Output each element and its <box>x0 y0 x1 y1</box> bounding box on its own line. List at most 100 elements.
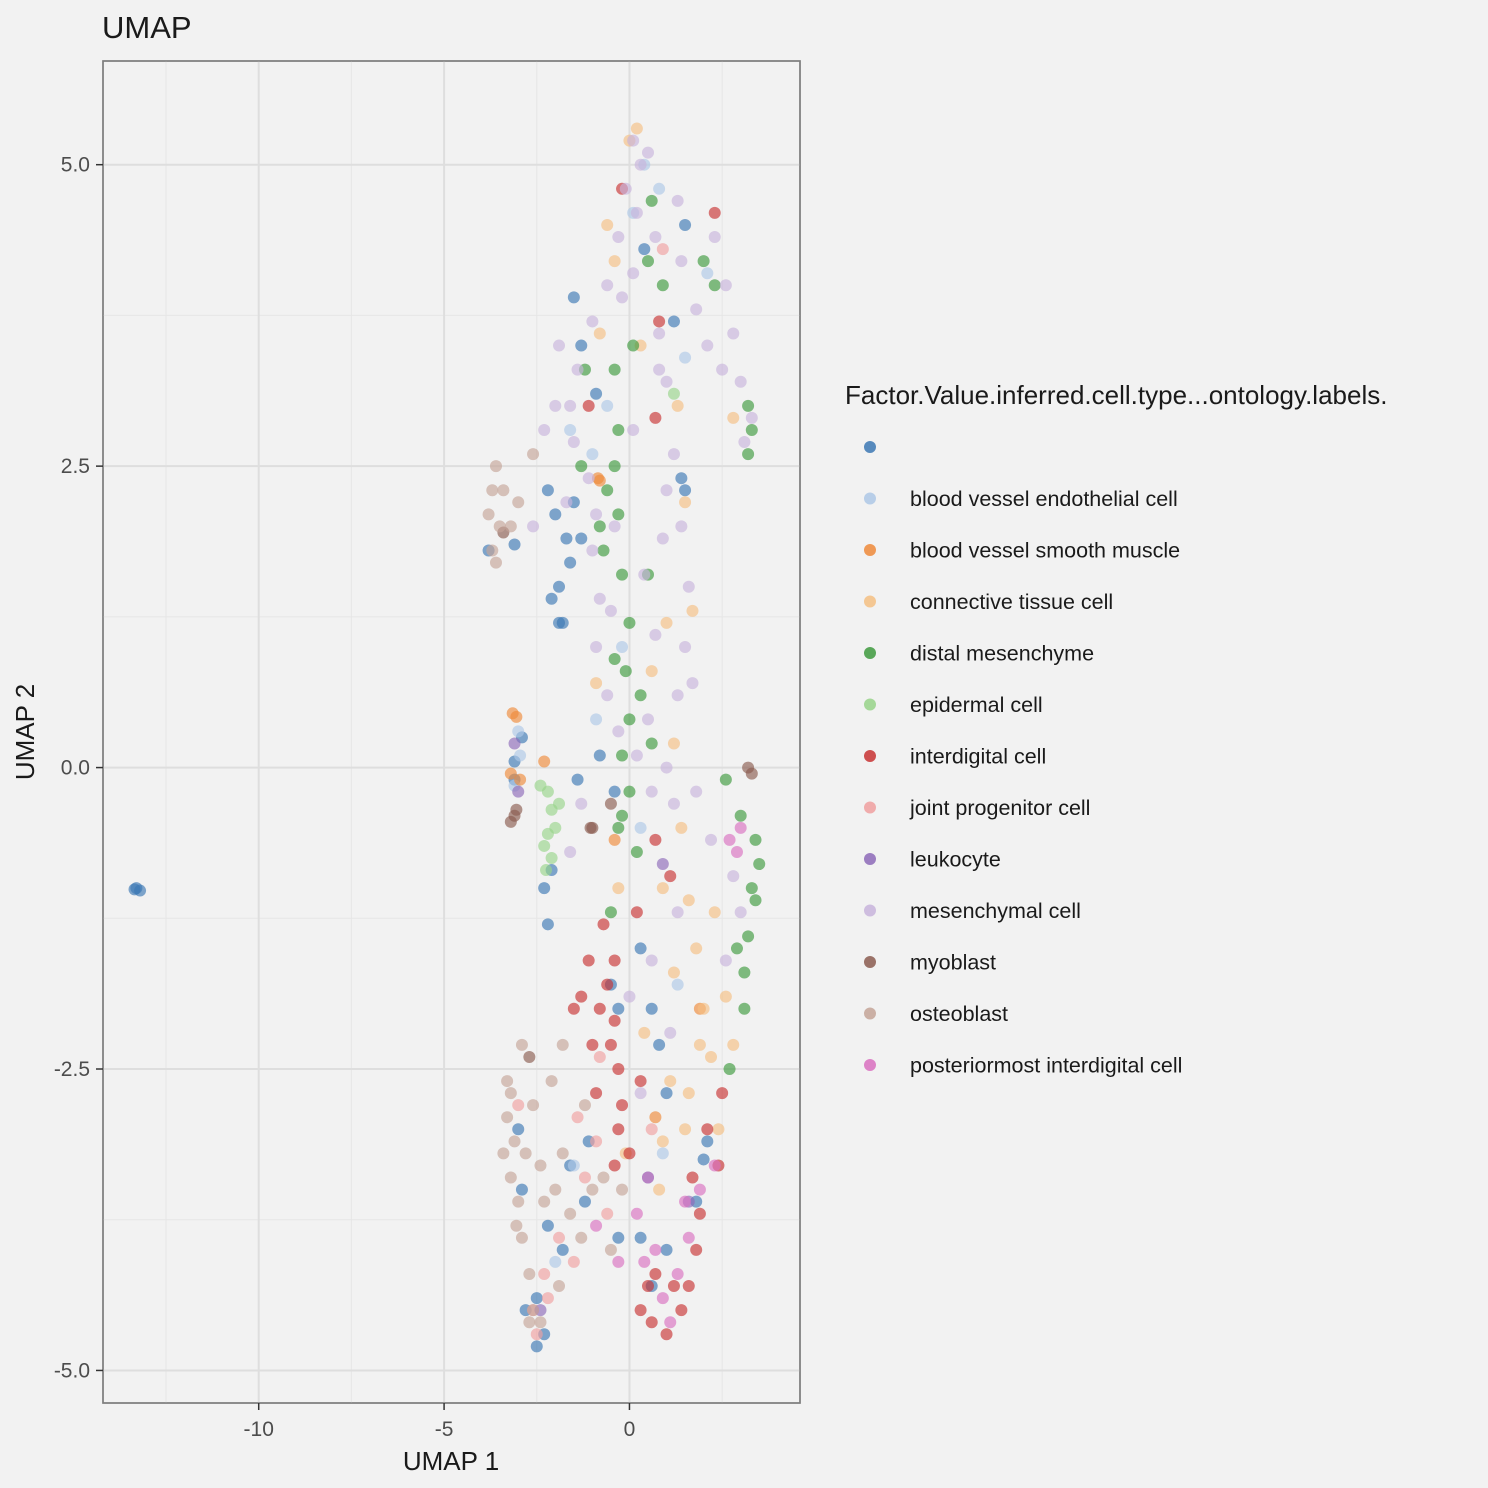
data-point <box>675 255 688 268</box>
data-point <box>545 852 558 865</box>
data-point <box>616 1183 629 1196</box>
data-point <box>653 1038 666 1051</box>
data-point <box>701 267 714 280</box>
data-point <box>667 448 680 461</box>
data-point <box>597 918 610 931</box>
data-point <box>656 858 669 871</box>
data-point <box>538 839 551 852</box>
data-point <box>645 737 658 750</box>
data-point <box>571 1111 584 1124</box>
data-point <box>627 267 640 280</box>
data-point <box>567 436 580 449</box>
legend-label: mesenchymal cell <box>910 899 1081 923</box>
data-point <box>582 399 595 412</box>
data-point <box>649 1267 662 1280</box>
data-point <box>553 1231 566 1244</box>
series-12 <box>590 821 747 1329</box>
data-point <box>512 1123 525 1136</box>
data-point <box>649 833 662 846</box>
data-point <box>571 363 584 376</box>
data-point <box>530 1292 543 1305</box>
data-point <box>612 1123 625 1136</box>
data-point <box>486 484 499 497</box>
data-point <box>671 399 684 412</box>
data-point <box>675 472 688 485</box>
data-point <box>538 882 551 895</box>
data-point <box>727 870 740 883</box>
grid-minor-lines <box>103 61 800 1403</box>
data-point <box>708 906 721 919</box>
data-point <box>730 942 743 955</box>
data-point <box>504 1087 517 1100</box>
data-point <box>604 1038 617 1051</box>
data-point <box>686 604 699 617</box>
data-point <box>593 592 606 605</box>
data-point <box>653 1183 666 1196</box>
y-axis-label: UMAP 2 <box>10 684 40 780</box>
legend-key <box>864 904 876 917</box>
data-point <box>745 411 758 424</box>
legend-key <box>864 853 876 865</box>
legend-label: connective tissue cell <box>910 590 1113 614</box>
data-point <box>567 1002 580 1015</box>
data-point <box>705 1050 718 1063</box>
data-point <box>567 1159 580 1172</box>
data-point <box>727 327 740 340</box>
data-point <box>601 689 614 702</box>
data-point <box>612 508 625 521</box>
data-point <box>664 1316 677 1329</box>
data-point <box>641 713 654 726</box>
data-point <box>608 785 621 798</box>
data-point <box>556 1147 569 1160</box>
data-point <box>619 182 632 195</box>
data-point <box>578 1171 591 1184</box>
data-point <box>593 749 606 762</box>
data-point <box>660 616 673 629</box>
data-point <box>675 1304 688 1317</box>
data-point <box>623 1147 636 1160</box>
data-point <box>553 339 566 352</box>
data-point <box>541 1219 554 1232</box>
legend-key <box>864 801 876 814</box>
data-point <box>634 689 647 702</box>
data-point <box>656 243 669 256</box>
series-10 <box>497 526 758 1063</box>
data-point <box>549 508 562 521</box>
data-point <box>608 460 621 473</box>
data-point <box>553 1280 566 1293</box>
data-point <box>690 1243 703 1256</box>
data-point <box>734 906 747 919</box>
data-point <box>590 677 603 690</box>
data-point <box>616 809 629 822</box>
data-point <box>538 1267 551 1280</box>
data-point <box>512 725 525 738</box>
data-point <box>534 1316 547 1329</box>
data-point <box>697 1002 710 1015</box>
data-point <box>686 677 699 690</box>
data-point <box>697 1153 710 1166</box>
data-point <box>612 423 625 436</box>
data-point <box>578 1195 591 1208</box>
data-point <box>553 797 566 810</box>
data-points <box>128 122 766 1353</box>
data-point <box>653 363 666 376</box>
legend-title: Factor.Value.inferred.cell.type...ontolo… <box>845 380 1387 410</box>
data-point <box>608 954 621 967</box>
data-point <box>701 1135 714 1148</box>
data-point <box>510 803 523 816</box>
data-point <box>734 809 747 822</box>
data-point <box>667 797 680 810</box>
legend-key <box>864 698 876 711</box>
data-point <box>489 556 502 569</box>
data-point <box>630 206 643 219</box>
data-point <box>653 182 666 195</box>
data-point <box>641 255 654 268</box>
series-6 <box>567 182 729 1341</box>
x-tick-label: -10 <box>244 1418 274 1441</box>
data-point <box>527 520 540 533</box>
data-point <box>638 1255 651 1268</box>
data-point <box>649 1243 662 1256</box>
data-point <box>649 411 662 424</box>
data-point <box>601 978 614 991</box>
data-point <box>690 303 703 316</box>
